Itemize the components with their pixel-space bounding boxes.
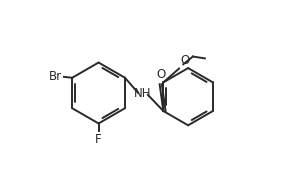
Text: Br: Br xyxy=(49,70,62,83)
Text: O: O xyxy=(181,54,190,67)
Text: F: F xyxy=(95,133,102,146)
Text: O: O xyxy=(156,68,165,81)
Text: NH: NH xyxy=(134,87,152,100)
